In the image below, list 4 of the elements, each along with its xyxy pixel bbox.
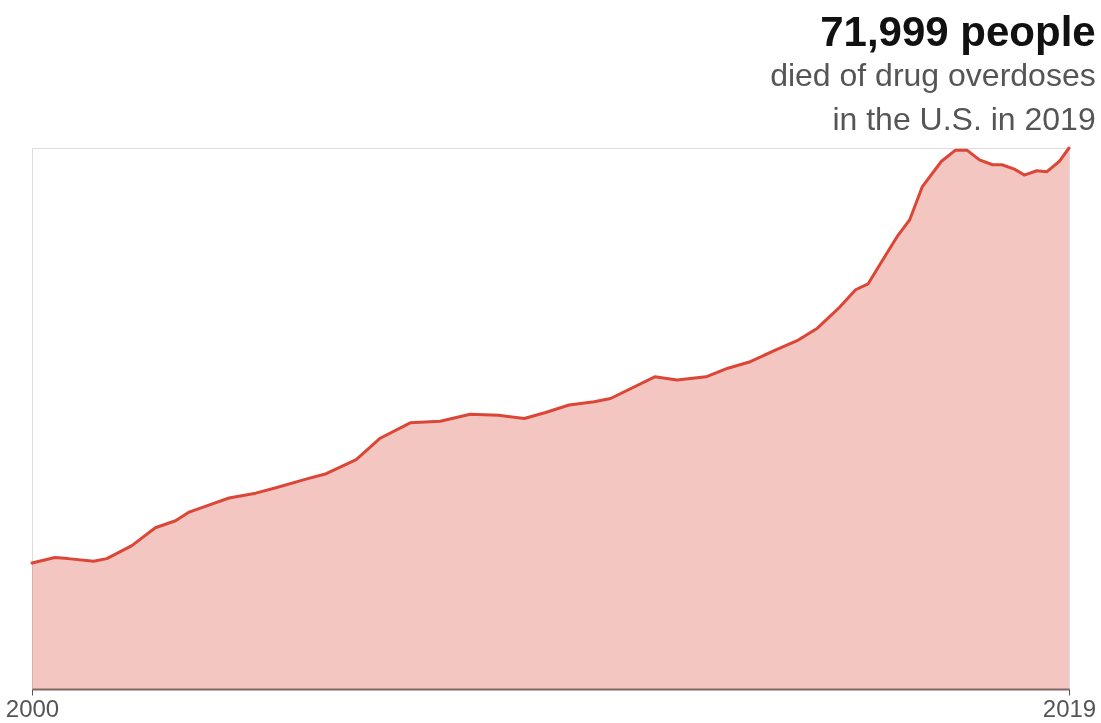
x-tick-label: 2000	[5, 694, 60, 722]
chart-title: 71,999 people	[820, 7, 1096, 55]
x-tick-label: 2019	[1042, 694, 1097, 722]
chart-subtitle: died of drug overdoses in the U.S. in 2019	[770, 56, 1096, 137]
